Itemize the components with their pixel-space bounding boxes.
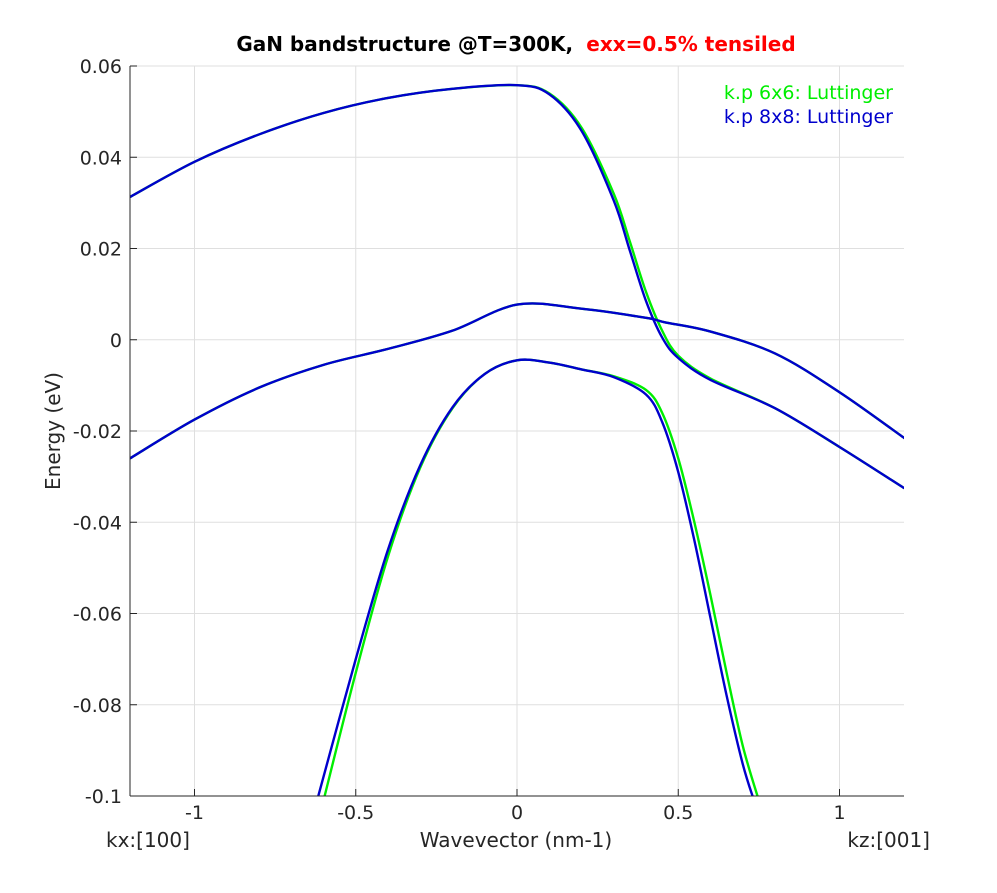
x-axis-label: Wavevector (nm-1)	[420, 828, 612, 852]
chart-title-highlight: exx=0.5% tensiled	[586, 32, 795, 56]
y-tick-label: 0.06	[80, 56, 122, 78]
y-tick-label: -0.1	[85, 786, 122, 808]
grid	[130, 65, 904, 797]
legend-entry-2: k.p 8x8: Luttinger	[724, 106, 893, 128]
series-2-band-1-line	[130, 83, 904, 490]
axes	[129, 65, 904, 797]
x-tick-label: -0.5	[337, 802, 374, 824]
y-tick-label: -0.04	[73, 512, 122, 534]
x-right-direction-label: kz:[001]	[847, 828, 930, 852]
y-tick-label: 0.04	[80, 147, 122, 169]
y-axis-label: Energy (eV)	[41, 372, 65, 490]
series-lines	[130, 83, 904, 796]
y-tick-label: -0.06	[73, 604, 122, 626]
x-tick-label: 0	[511, 802, 523, 824]
chart-title-main: GaN bandstructure @T=300K,	[236, 32, 573, 56]
y-tick-label: -0.08	[73, 695, 122, 717]
chart-title: GaN bandstructure @T=300K, exx=0.5% tens…	[236, 32, 795, 56]
x-left-direction-label: kx:[100]	[106, 828, 190, 852]
y-tick-label: 0	[110, 330, 122, 352]
x-tick-label: 0.5	[663, 802, 693, 824]
x-tick-labels: -1 -0.5 0 0.5 1	[185, 802, 846, 824]
x-tick-label: 1	[833, 802, 845, 824]
series-2-band-2-line	[130, 302, 904, 460]
legend-entry-1: k.p 6x6: Luttinger	[724, 82, 893, 104]
y-tick-labels: -0.1 -0.08 -0.06 -0.04 -0.02 0 0.02 0.04 0.06	[73, 56, 122, 808]
y-tick-label: -0.02	[73, 421, 122, 443]
y-tick-label: 0.02	[80, 239, 122, 261]
x-tick-label: -1	[185, 802, 204, 824]
series-2-band-3-line	[317, 358, 754, 796]
